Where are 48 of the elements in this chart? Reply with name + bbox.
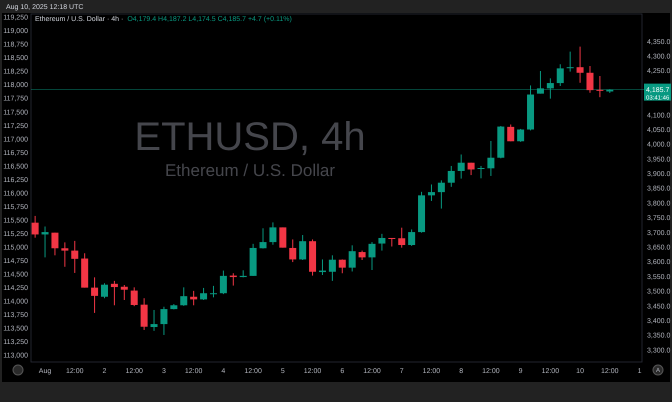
candlestick bbox=[458, 154, 465, 180]
candlestick bbox=[507, 124, 514, 142]
candlestick bbox=[140, 298, 148, 330]
candlestick bbox=[230, 272, 237, 286]
candlestick bbox=[487, 140, 494, 176]
candlestick bbox=[32, 215, 39, 238]
candlestick bbox=[210, 285, 217, 298]
candlestick bbox=[289, 238, 296, 263]
candlestick bbox=[468, 162, 475, 176]
candlestick bbox=[130, 286, 138, 307]
text: Ethereum / U.S. Dollar bbox=[164, 161, 336, 180]
candlestick bbox=[338, 258, 346, 274]
candlestick bbox=[180, 286, 188, 306]
candlestick bbox=[160, 306, 168, 336]
candlestick bbox=[358, 250, 366, 261]
candlestick bbox=[318, 258, 326, 276]
candlestick bbox=[556, 64, 564, 87]
candlestick bbox=[368, 242, 376, 271]
candlestick bbox=[42, 226, 49, 258]
candlestick bbox=[328, 254, 336, 282]
candlestick bbox=[566, 51, 574, 72]
candlestick bbox=[438, 180, 445, 210]
candlestick bbox=[586, 66, 594, 94]
candlestick bbox=[348, 244, 356, 272]
candlestick bbox=[110, 280, 118, 306]
candlestick bbox=[428, 184, 435, 202]
candlestick bbox=[408, 228, 416, 246]
candlestick bbox=[100, 282, 108, 299]
candlestick bbox=[576, 46, 584, 84]
candlestick bbox=[190, 290, 198, 306]
candlestick bbox=[220, 270, 227, 295]
candlestick bbox=[536, 70, 544, 94]
candlestick bbox=[398, 227, 406, 248]
candlestick bbox=[378, 233, 386, 252]
candlestick bbox=[477, 165, 484, 179]
candlestick bbox=[448, 165, 455, 188]
candlestick bbox=[517, 128, 524, 142]
candlestick bbox=[91, 276, 98, 314]
candlestick bbox=[200, 287, 208, 300]
text: ETHUSD, 4h bbox=[134, 115, 366, 159]
candlestick bbox=[299, 234, 306, 261]
candlestick bbox=[546, 78, 554, 100]
candlestick bbox=[150, 309, 158, 332]
candlestick bbox=[596, 76, 604, 98]
candlestick bbox=[71, 240, 78, 274]
candlestick bbox=[269, 222, 276, 246]
candlestick bbox=[260, 228, 267, 250]
candlestick bbox=[51, 232, 58, 256]
